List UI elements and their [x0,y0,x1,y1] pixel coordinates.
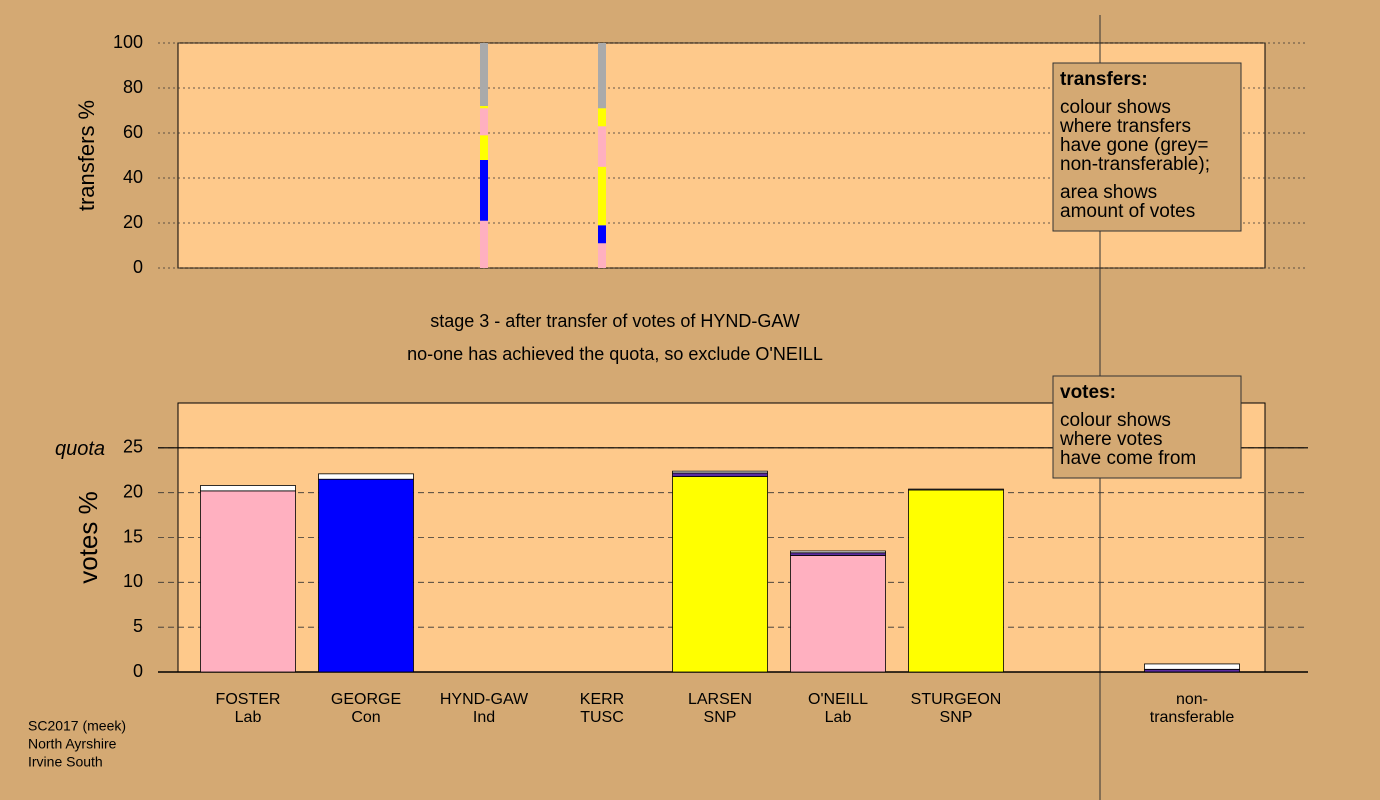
x-tick-label: Lab [235,709,262,726]
legend-text: where votes [1059,429,1162,450]
x-tick-label: SNP [940,709,973,726]
quota-label: quota [55,438,105,460]
bar-segment [1144,668,1240,673]
bar-segment [672,472,768,477]
y-tick-label: 15 [123,526,143,546]
legend-text: colour shows [1060,97,1171,118]
x-tick-label: non- [1176,691,1208,708]
y-tick-label: 5 [133,616,143,636]
footer: Irvine South [28,754,103,770]
x-tick-label: transferable [1150,709,1235,726]
y-tick-label: 10 [123,571,143,591]
bar-segment [790,552,886,556]
bar-segment [908,488,1004,491]
bar-segment [480,220,488,268]
legend-text: colour shows [1060,410,1171,431]
bar-segment [790,555,886,673]
bar-segment [480,106,488,109]
x-tick-label: SNP [704,709,737,726]
x-tick-label: O'NEILL [808,691,868,708]
y-tick-label: 20 [123,212,143,232]
legend-text: have come from [1060,448,1196,469]
bar-segment [200,490,296,673]
bar-segment [480,108,488,136]
legend-title: votes: [1060,382,1116,403]
bar-segment [480,43,488,106]
y-tick-label: 80 [123,77,143,97]
bar-segment [598,166,606,226]
legend-text: where transfers [1059,116,1191,137]
legend-box [1052,62,1242,232]
bar-segment [480,160,488,221]
y-tick-label: 0 [133,661,143,681]
y-axis-label: votes % [73,491,103,584]
bar-segment [598,126,606,167]
legend-text: amount of votes [1060,201,1195,222]
x-tick-label: HYND-GAW [440,691,529,708]
y-tick-label: 60 [123,122,143,142]
bar-segment [598,108,606,127]
x-tick-label: KERR [580,691,624,708]
footer: North Ayrshire [28,736,117,752]
bar-segment [598,43,606,109]
y-axis-label: transfers % [74,100,99,211]
legend-text: area shows [1060,182,1157,203]
legend-text: have gone (grey= [1060,135,1208,156]
bar-segment [598,243,606,268]
bar-segment [480,135,488,160]
y-tick-label: 20 [123,481,143,501]
bar-segment [672,476,768,673]
x-tick-label: Ind [473,709,495,726]
legend-box [1052,375,1242,479]
x-tick-label: Lab [825,709,852,726]
x-tick-label: Con [351,709,380,726]
x-tick-label: FOSTER [216,691,281,708]
y-tick-label: 40 [123,167,143,187]
stage-text: no-one has achieved the quota, so exclud… [407,344,823,364]
stage-text: stage 3 - after transfer of votes of HYN… [430,311,799,331]
legend-text: non-transferable); [1060,154,1210,175]
y-tick-label: 100 [113,32,143,52]
y-tick-label: 25 [123,437,143,457]
bar-segment [598,225,606,244]
bar-segment [908,489,1004,673]
x-tick-label: LARSEN [688,691,752,708]
footer: SC2017 (meek) [28,718,126,734]
x-tick-label: STURGEON [911,691,1002,708]
bar-segment [200,485,296,492]
x-tick-label: TUSC [580,709,624,726]
bar-segment [790,550,886,554]
bar-segment [318,478,414,673]
bar-segment [672,470,768,474]
bar-segment [318,473,414,480]
x-tick-label: GEORGE [331,691,401,708]
bar-segment [1144,663,1240,670]
legend-title: transfers: [1060,69,1148,90]
y-tick-label: 0 [133,257,143,277]
